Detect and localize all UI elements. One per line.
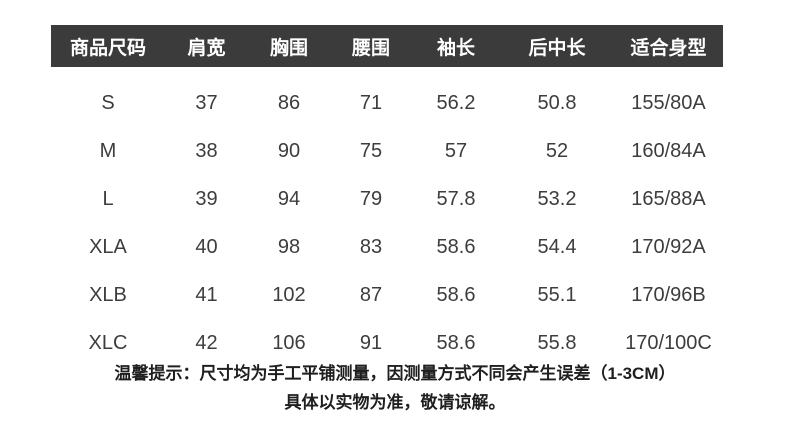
table-cell: 98	[277, 235, 301, 258]
table-row: XLC 42 106 91 58.6 55.8 170/100C	[51, 319, 723, 367]
table-cell: 55.1	[537, 283, 577, 306]
table-cell: 58.6	[436, 235, 476, 258]
table-cell: 170/100C	[625, 331, 712, 354]
table-cell: 170/92A	[631, 235, 706, 258]
table-cell: 40	[195, 235, 218, 258]
column-header-shoulder: 肩宽	[187, 37, 226, 59]
column-header-bust: 胸围	[269, 37, 308, 59]
table-cell: 90	[277, 139, 301, 162]
column-header-back-length: 后中长	[528, 37, 586, 59]
table-cell: 58.6	[436, 331, 476, 354]
table-cell: 86	[277, 91, 301, 114]
table-cell: 83	[359, 235, 383, 258]
table-row: XLB 41 102 87 58.6 55.1 170/96B	[51, 271, 723, 319]
size-cell: L	[102, 187, 114, 210]
table-cell: 58.6	[436, 283, 476, 306]
table-cell: 79	[359, 187, 383, 210]
table-cell: 53.2	[537, 187, 577, 210]
table-cell: 52	[545, 139, 569, 162]
measurement-notes: 温馨提示：尺寸均为手工平铺测量，因测量方式不同会产生误差（1-3CM） 具体以实…	[0, 362, 790, 415]
table-cell: 57	[444, 139, 468, 162]
table-row: L 39 94 79 57.8 53.2 165/88A	[51, 175, 723, 223]
table-body: S 37 86 71 56.2 50.8 155/80A M 38 90 75 …	[51, 67, 723, 367]
column-header-fit-height: 适合身型	[630, 37, 707, 59]
table-cell: 41	[195, 283, 218, 306]
table-cell: 170/96B	[631, 283, 706, 306]
size-cell: XLC	[88, 331, 128, 354]
size-cell: M	[99, 139, 117, 162]
table-cell: 56.2	[436, 91, 476, 114]
table-cell: 42	[195, 331, 218, 354]
table-cell: 55.8	[537, 331, 577, 354]
table-cell: 91	[359, 331, 383, 354]
table-row: S 37 86 71 56.2 50.8 155/80A	[51, 79, 723, 127]
table-cell: 50.8	[537, 91, 577, 114]
size-cell: S	[101, 91, 115, 114]
table-cell: 57.8	[436, 187, 476, 210]
table-cell: 38	[195, 139, 218, 162]
table-cell: 54.4	[537, 235, 577, 258]
size-table: 商品尺码 肩宽 胸围 腰围 袖长 后中长 适合身型 S 37 86 71 56.…	[51, 25, 723, 367]
table-cell: 165/88A	[631, 187, 706, 210]
table-cell: 155/80A	[631, 91, 706, 114]
table-cell: 75	[359, 139, 383, 162]
table-cell: 102	[272, 283, 306, 306]
table-cell: 106	[272, 331, 306, 354]
column-header-size: 商品尺码	[69, 37, 146, 59]
table-cell: 94	[277, 187, 301, 210]
table-header-row: 商品尺码 肩宽 胸围 腰围 袖长 后中长 适合身型	[51, 25, 723, 67]
note-line-2: 具体以实物为准，敬请谅解。	[284, 393, 506, 412]
table-cell: 37	[195, 91, 218, 114]
note-line-1: 温馨提示：尺寸均为手工平铺测量，因测量方式不同会产生误差（1-3CM）	[114, 364, 676, 383]
size-cell: XLB	[89, 283, 127, 306]
table-cell: 71	[359, 91, 383, 114]
table-cell: 160/84A	[631, 139, 706, 162]
table-row: XLA 40 98 83 58.6 54.4 170/92A	[51, 223, 723, 271]
table-cell: 87	[359, 283, 383, 306]
column-header-sleeve: 袖长	[436, 37, 475, 59]
table-cell: 39	[195, 187, 218, 210]
size-cell: XLA	[89, 235, 127, 258]
table-row: M 38 90 75 57 52 160/84A	[51, 127, 723, 175]
column-header-waist: 腰围	[351, 37, 390, 59]
